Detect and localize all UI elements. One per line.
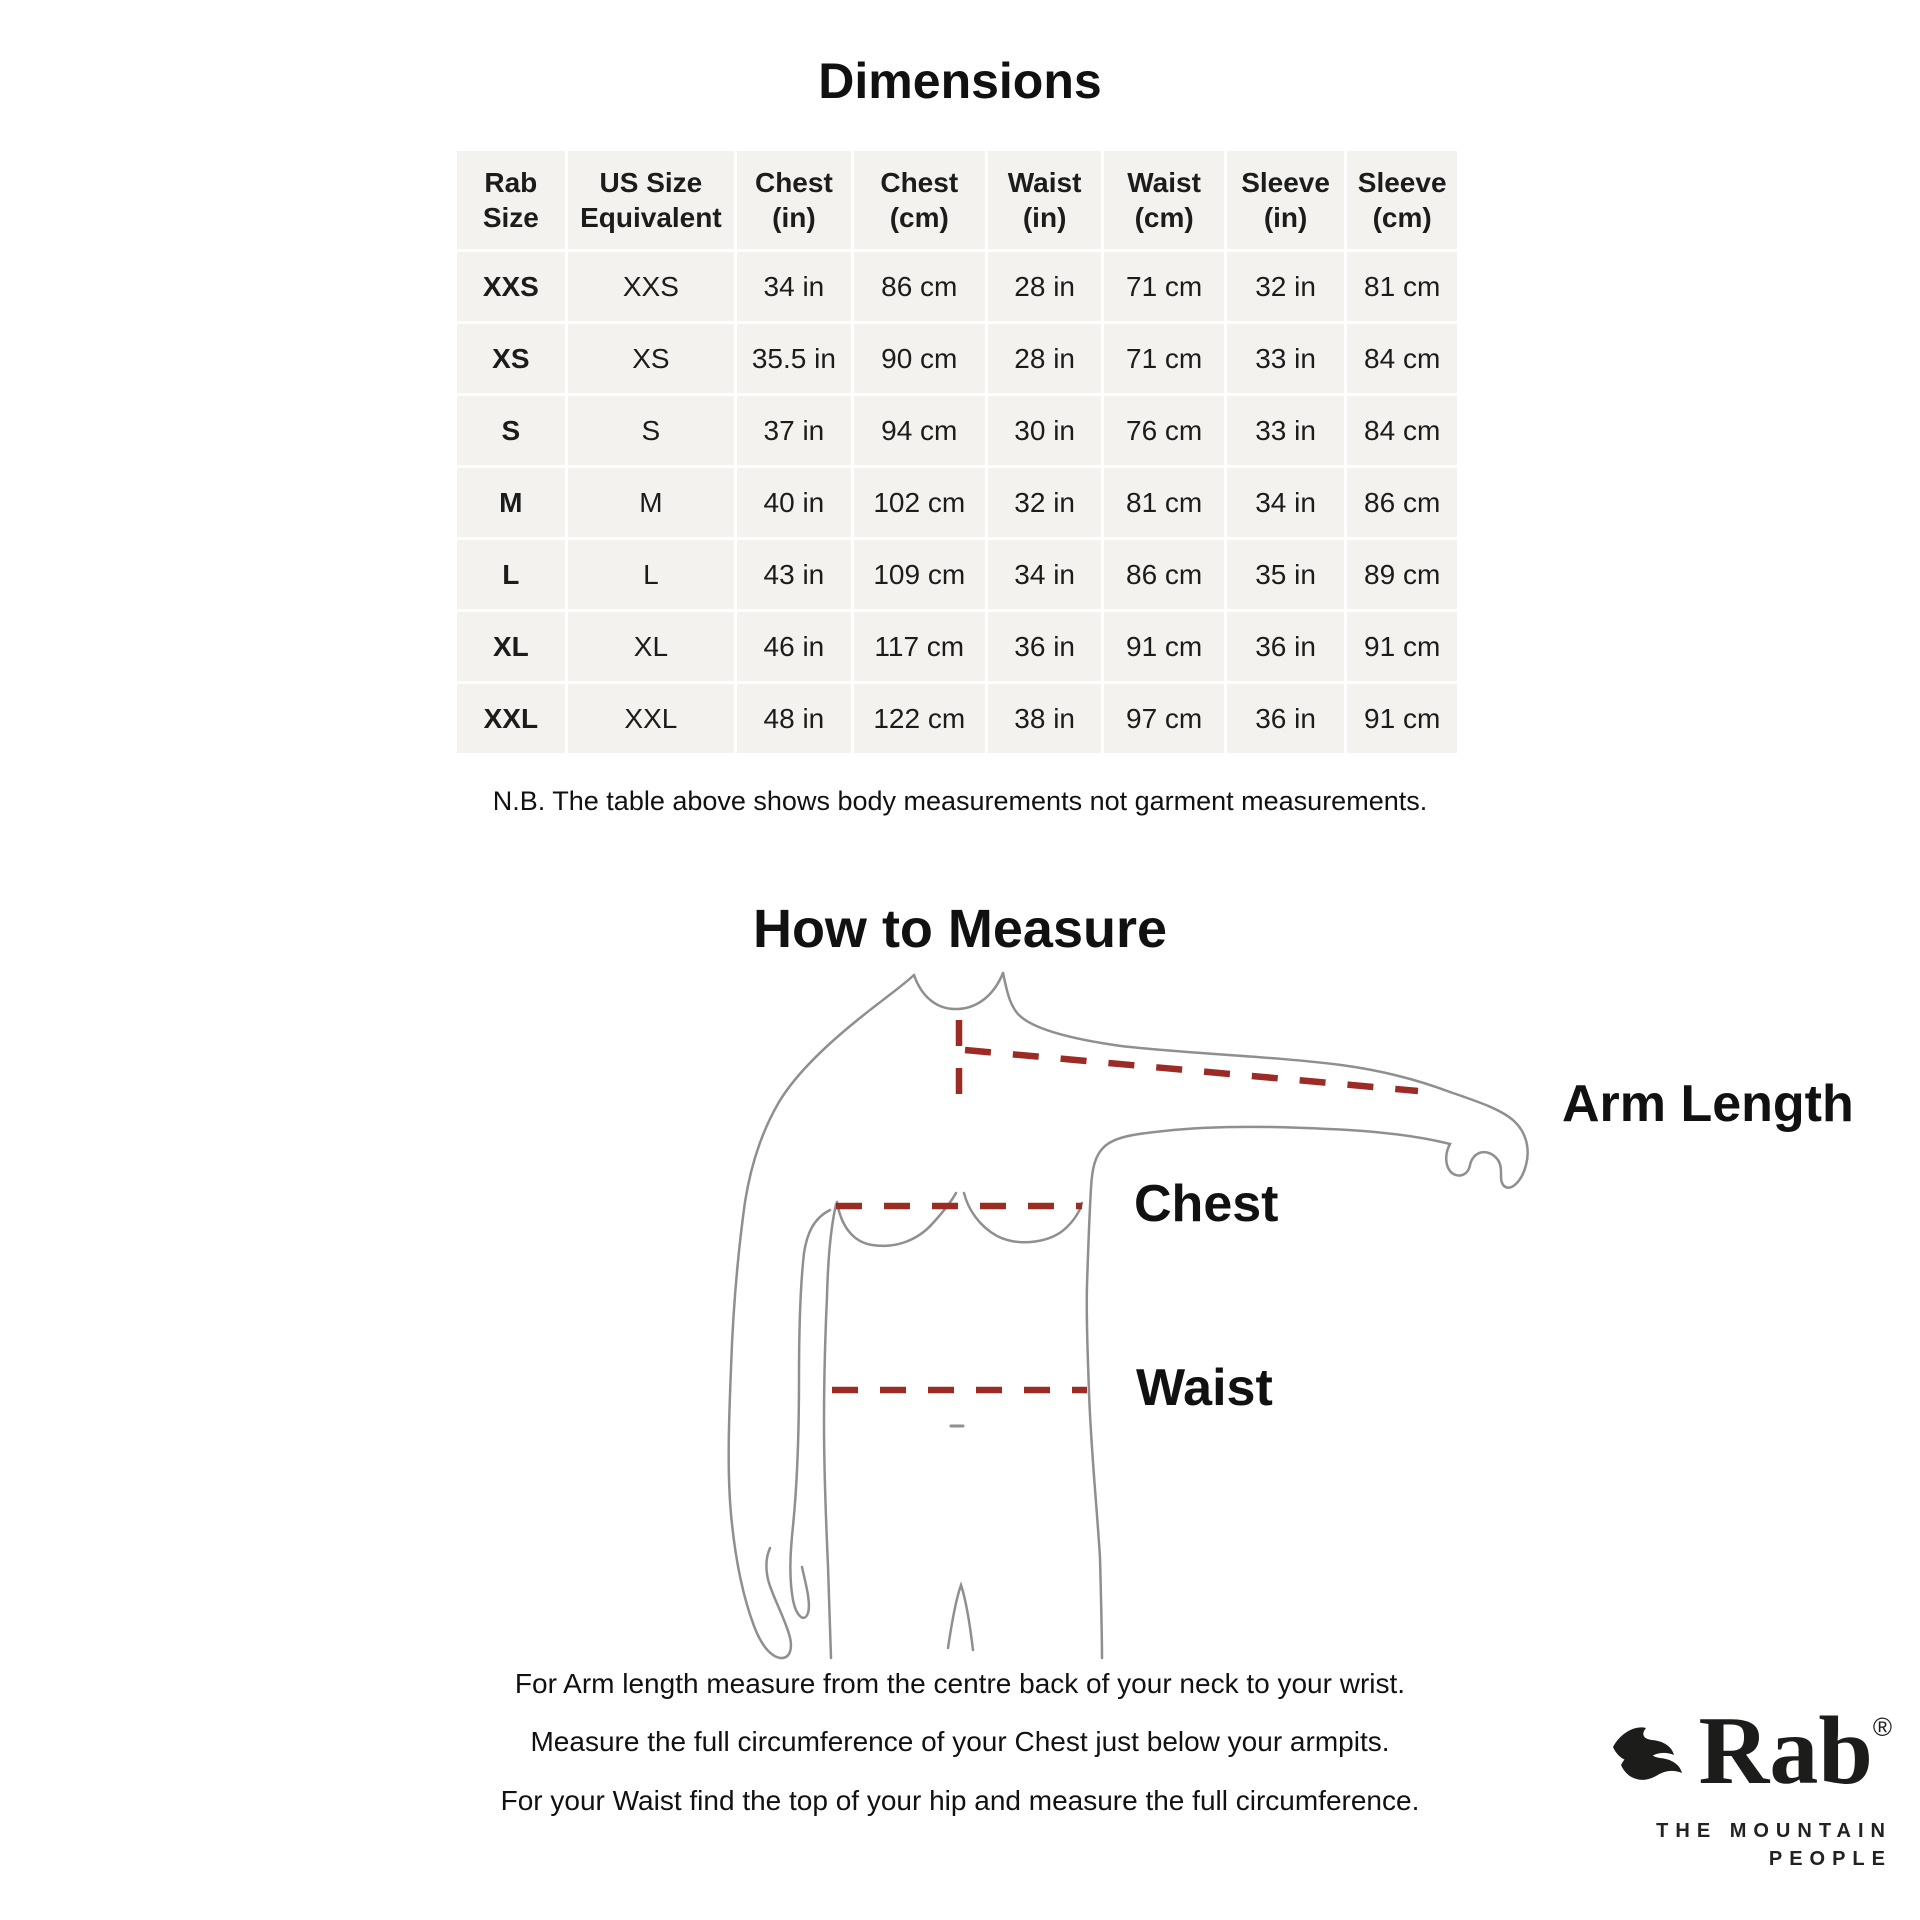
dimensions-title: Dimensions	[818, 53, 1102, 109]
table-cell: 76 cm	[1104, 396, 1224, 465]
column-header-us-size: US Size Equivalent	[567, 151, 735, 249]
tagline-line2: PEOPLE	[1768, 1848, 1892, 1871]
table-cell: 46 in	[737, 612, 851, 681]
table-cell: 86 cm	[1104, 540, 1224, 609]
table-row: M M 40 in 102 cm 32 in 81 cm 34 in 86 cm	[457, 468, 1457, 537]
table-cell: 81 cm	[1347, 252, 1457, 321]
table-cell: S	[457, 396, 565, 465]
table-cell: 97 cm	[1104, 684, 1224, 753]
table-cell: 109 cm	[853, 540, 985, 609]
table-cell: 35 in	[1226, 540, 1345, 609]
instruction-arm-length: For Arm length measure from the centre b…	[514, 1668, 1406, 1699]
table-cell: 84 cm	[1347, 396, 1457, 465]
table-cell: XXS	[567, 252, 735, 321]
tagline-line1: THE MOUNTAIN	[1656, 1820, 1892, 1843]
rab-brand-text: Rab	[1698, 1697, 1873, 1805]
column-header-waist-in: Waist (in)	[987, 151, 1102, 249]
table-cell: XXL	[567, 684, 735, 753]
table-cell: 81 cm	[1104, 468, 1224, 537]
arm-length-dashed-line	[964, 1046, 1419, 1095]
table-cell: 91 cm	[1347, 684, 1457, 753]
table-cell: 84 cm	[1347, 324, 1457, 393]
chest-label: Chest	[1134, 1175, 1279, 1233]
rab-tagline: THE MOUNTAIN PEOPLE	[1590, 1817, 1892, 1873]
table-cell: L	[457, 540, 565, 609]
table-cell: 90 cm	[853, 324, 985, 393]
size-table: Rab Size US Size Equivalent Chest (in) C…	[454, 148, 1460, 756]
table-cell: XS	[457, 324, 565, 393]
table-cell: 35.5 in	[737, 324, 851, 393]
column-header-rab-size: Rab Size	[457, 151, 565, 249]
table-cell: 86 cm	[853, 252, 985, 321]
table-cell: 117 cm	[853, 612, 985, 681]
table-cell: 34 in	[987, 540, 1102, 609]
rab-waves-icon	[1612, 1727, 1682, 1780]
table-cell: 32 in	[1226, 252, 1345, 321]
table-cell: 40 in	[737, 468, 851, 537]
table-cell: XXS	[457, 252, 565, 321]
table-cell: M	[567, 468, 735, 537]
table-cell: 86 cm	[1347, 468, 1457, 537]
column-header-chest-cm: Chest (cm)	[853, 151, 985, 249]
table-cell: 33 in	[1226, 396, 1345, 465]
table-cell: 91 cm	[1347, 612, 1457, 681]
table-cell: 34 in	[1226, 468, 1345, 537]
table-row: XXS XXS 34 in 86 cm 28 in 71 cm 32 in 81…	[457, 252, 1457, 321]
table-cell: 37 in	[737, 396, 851, 465]
table-cell: XL	[457, 612, 565, 681]
table-cell: 36 in	[1226, 684, 1345, 753]
table-cell: 48 in	[737, 684, 851, 753]
table-cell: 102 cm	[853, 468, 985, 537]
table-cell: 34 in	[737, 252, 851, 321]
table-row: XS XS 35.5 in 90 cm 28 in 71 cm 33 in 84…	[457, 324, 1457, 393]
instruction-chest: Measure the full circumference of your C…	[530, 1726, 1390, 1757]
how-to-measure-title: How to Measure	[752, 899, 1168, 959]
table-cell: 36 in	[1226, 612, 1345, 681]
table-cell: 32 in	[987, 468, 1102, 537]
table-cell: 38 in	[987, 684, 1102, 753]
table-cell: 43 in	[737, 540, 851, 609]
table-cell: 122 cm	[853, 684, 985, 753]
registered-trademark-icon: ®	[1872, 1712, 1892, 1742]
arm-length-label: Arm Length	[1562, 1075, 1854, 1133]
table-cell: 71 cm	[1104, 252, 1224, 321]
measurement-note: N.B. The table above shows body measurem…	[492, 786, 1428, 816]
table-cell: 91 cm	[1104, 612, 1224, 681]
table-row: L L 43 in 109 cm 34 in 86 cm 35 in 89 cm	[457, 540, 1457, 609]
table-cell: 94 cm	[853, 396, 985, 465]
rab-logo-row: Rab ®	[1590, 1697, 1892, 1805]
table-cell: S	[567, 396, 735, 465]
table-cell: L	[567, 540, 735, 609]
table-cell: 89 cm	[1347, 540, 1457, 609]
table-cell: 28 in	[987, 252, 1102, 321]
column-header-waist-cm: Waist (cm)	[1104, 151, 1224, 249]
table-cell: 28 in	[987, 324, 1102, 393]
table-cell: XL	[567, 612, 735, 681]
waist-label: Waist	[1136, 1359, 1273, 1417]
table-row: XL XL 46 in 117 cm 36 in 91 cm 36 in 91 …	[457, 612, 1457, 681]
body-outline-illustration	[727, 971, 1529, 1660]
table-row: XXL XXL 48 in 122 cm 38 in 97 cm 36 in 9…	[457, 684, 1457, 753]
rab-logo: Rab ® THE MOUNTAIN PEOPLE	[1590, 1697, 1892, 1873]
table-cell: 30 in	[987, 396, 1102, 465]
table-cell: 33 in	[1226, 324, 1345, 393]
table-cell: XS	[567, 324, 735, 393]
table-cell: 71 cm	[1104, 324, 1224, 393]
column-header-sleeve-cm: Sleeve (cm)	[1347, 151, 1457, 249]
table-header-row: Rab Size US Size Equivalent Chest (in) C…	[457, 151, 1457, 249]
table-cell: M	[457, 468, 565, 537]
body-measurement-diagram	[560, 950, 1560, 1660]
column-header-chest-in: Chest (in)	[737, 151, 851, 249]
table-cell: 36 in	[987, 612, 1102, 681]
table-row: S S 37 in 94 cm 30 in 76 cm 33 in 84 cm	[457, 396, 1457, 465]
column-header-sleeve-in: Sleeve (in)	[1226, 151, 1345, 249]
table-cell: XXL	[457, 684, 565, 753]
instruction-waist: For your Waist find the top of your hip …	[500, 1785, 1420, 1816]
